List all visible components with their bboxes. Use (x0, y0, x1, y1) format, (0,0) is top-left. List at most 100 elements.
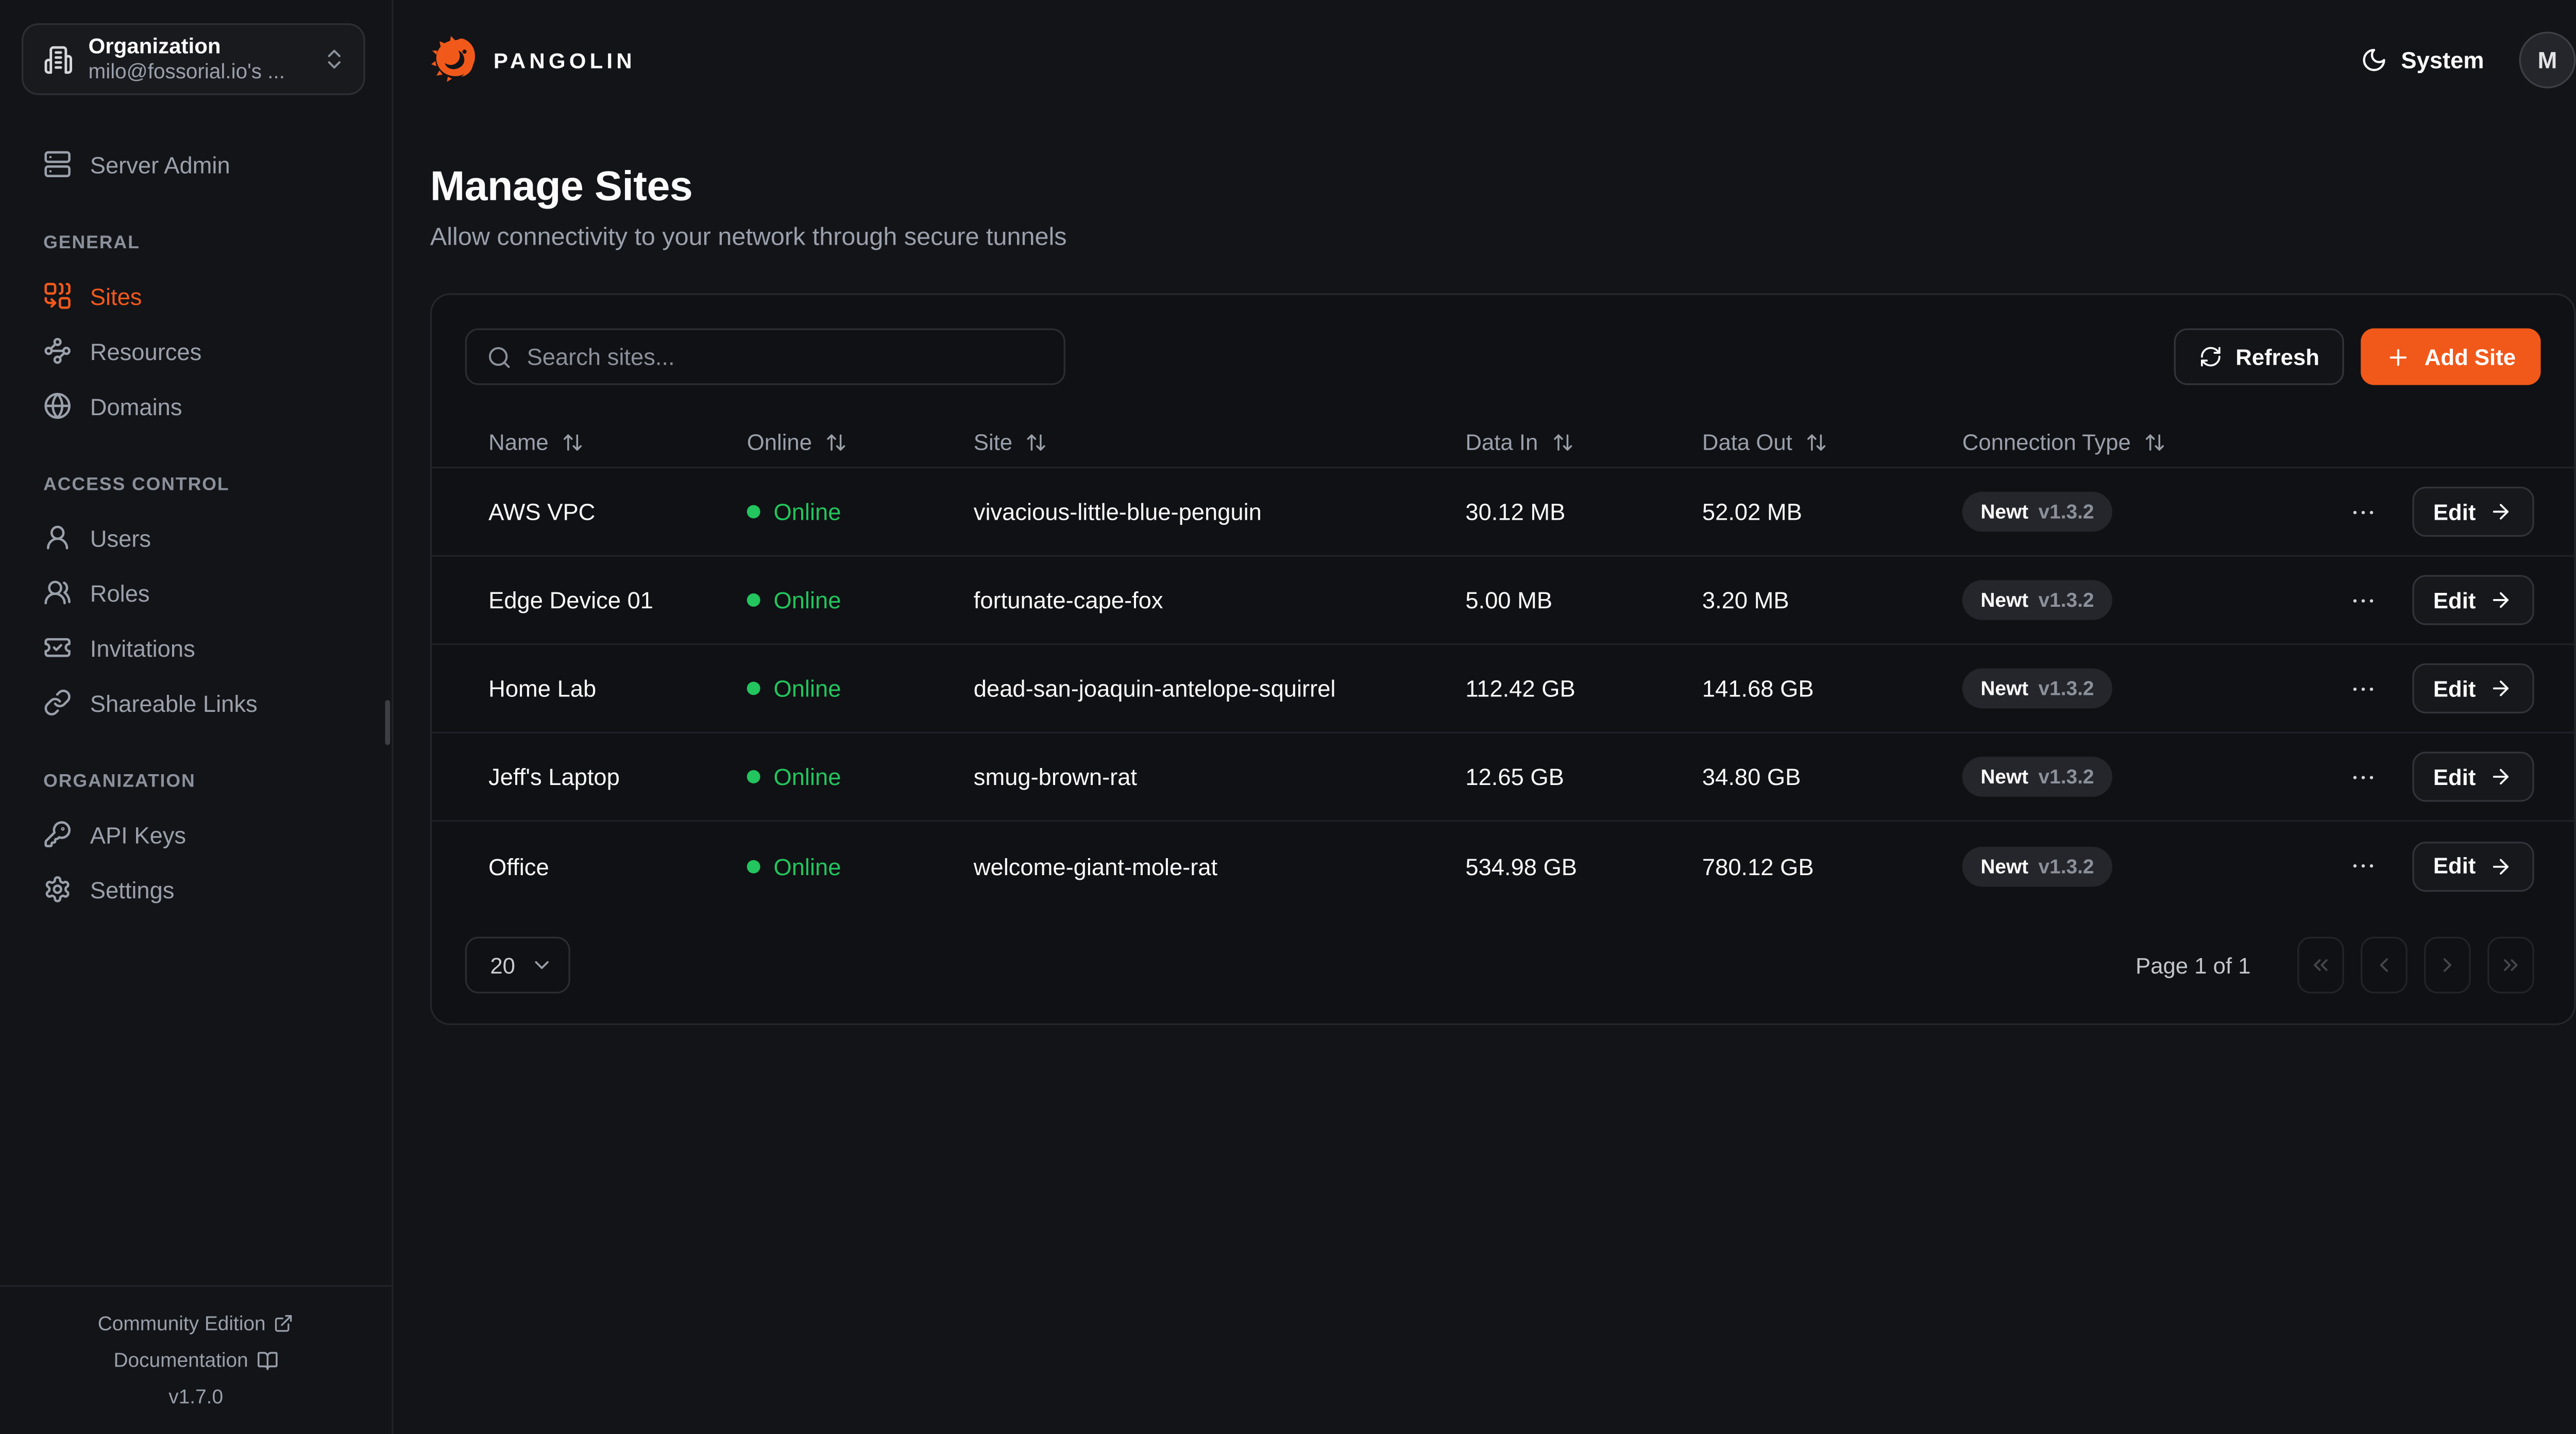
connection-type-badge: Newt v1.3.2 (1962, 580, 2113, 620)
data-out-value: 141.68 GB (1702, 675, 1814, 702)
sidebar-item-label: Users (90, 524, 151, 551)
topbar-right: System M (2361, 31, 2576, 89)
sidebar-item-label: API Keys (90, 821, 187, 848)
online-status: Online (747, 587, 974, 613)
data-in-value: 12.65 GB (1465, 763, 1564, 790)
plus-icon (2386, 344, 2411, 369)
community-edition-link[interactable]: Community Edition (0, 1305, 392, 1342)
edit-button[interactable]: Edit (2411, 575, 2534, 625)
org-switcher[interactable]: Organization milo@fossorial.io's ... (22, 23, 365, 95)
row-menu-button[interactable] (2348, 586, 2377, 614)
sidebar-item-users[interactable]: Users (0, 510, 392, 565)
row-menu-button[interactable] (2348, 852, 2377, 880)
previous-page-button[interactable] (2361, 936, 2408, 994)
avatar-initial: M (2537, 46, 2557, 74)
book-open-icon (257, 1350, 278, 1371)
first-page-button[interactable] (2297, 936, 2344, 994)
row-menu-button[interactable] (2348, 762, 2377, 791)
table-row: Home Lab Online dead-san-joaquin-antelop… (432, 645, 2574, 733)
column-header-data-out[interactable]: Data Out (1702, 430, 1962, 455)
sort-icon (1806, 432, 1827, 453)
sort-icon (1551, 432, 1573, 453)
site-slug: smug-brown-rat (973, 763, 1138, 790)
add-site-button[interactable]: Add Site (2361, 328, 2541, 385)
sites-table: Name Online Site Data In (432, 418, 2574, 910)
data-out-value: 780.12 GB (1702, 852, 1814, 879)
page-status: Page 1 of 1 (2136, 952, 2251, 978)
column-header-site[interactable]: Site (974, 430, 1466, 455)
row-menu-button[interactable] (2348, 498, 2377, 526)
documentation-link[interactable]: Documentation (0, 1342, 392, 1378)
column-header-name[interactable]: Name (488, 430, 747, 455)
sites-card: Refresh Add Site Name Online (430, 293, 2576, 1026)
theme-toggle[interactable]: System (2361, 47, 2484, 73)
sidebar-item-server-admin[interactable]: Server Admin (0, 136, 392, 192)
connection-type-cell: Newt v1.3.2 (1962, 757, 2348, 797)
arrow-right-icon (2489, 500, 2512, 523)
next-page-button[interactable] (2424, 936, 2471, 994)
edit-button[interactable]: Edit (2411, 486, 2534, 537)
site-slug: dead-san-joaquin-antelope-squirrel (973, 675, 1336, 702)
sidebar-item-domains[interactable]: Domains (0, 379, 392, 434)
chevrons-right-icon (2499, 953, 2522, 977)
sidebar-item-sites[interactable]: Sites (0, 268, 392, 323)
sidebar-scrollbar[interactable] (385, 700, 391, 745)
sidebar-item-resources[interactable]: Resources (0, 323, 392, 379)
chevrons-up-down-icon (322, 47, 347, 72)
search-box (465, 328, 1065, 385)
connection-type-badge: Newt v1.3.2 (1962, 846, 2113, 886)
ticket-check-icon (43, 634, 72, 662)
edit-button[interactable]: Edit (2411, 752, 2534, 802)
topbar: PANGOLIN System M (394, 0, 2576, 120)
edit-button[interactable]: Edit (2411, 841, 2534, 891)
page-size-value: 20 (490, 952, 516, 978)
sidebar-item-shareable-links[interactable]: Shareable Links (0, 675, 392, 730)
waypoints-icon (43, 337, 72, 365)
online-status: Online (747, 852, 974, 879)
last-page-button[interactable] (2487, 936, 2534, 994)
row-menu-button[interactable] (2348, 674, 2377, 703)
sidebar-item-label: Shareable Links (90, 689, 258, 716)
column-header-online[interactable]: Online (747, 430, 974, 455)
sidebar-item-label: Sites (90, 282, 142, 310)
data-out-value: 3.20 MB (1702, 587, 1789, 613)
toolbar-actions: Refresh Add Site (2174, 328, 2541, 385)
server-icon (43, 150, 72, 178)
site-slug: vivacious-little-blue-penguin (973, 498, 1262, 525)
add-site-label: Add Site (2424, 344, 2516, 369)
site-name: AWS VPC (488, 498, 596, 525)
online-status: Online (747, 675, 974, 702)
user-avatar[interactable]: M (2519, 31, 2576, 89)
version-label: v1.7.0 (168, 1385, 224, 1409)
data-in-value: 30.12 MB (1465, 498, 1566, 525)
connection-type-cell: Newt v1.3.2 (1962, 846, 2348, 886)
chevron-right-icon (2436, 953, 2459, 977)
sidebar-item-invitations[interactable]: Invitations (0, 620, 392, 675)
connection-type-cell: Newt v1.3.2 (1962, 580, 2348, 620)
section-label-access-control: ACCESS CONTROL (43, 475, 230, 496)
search-input[interactable] (527, 343, 1044, 370)
page-size-select[interactable]: 20 (465, 936, 570, 994)
sidebar: Organization milo@fossorial.io's ... Ser… (0, 0, 394, 1434)
refresh-button[interactable]: Refresh (2174, 328, 2345, 385)
section-label-general: GENERAL (43, 233, 140, 253)
column-header-connection-type[interactable]: Connection Type (1962, 430, 2534, 455)
site-name: Home Lab (488, 675, 597, 702)
sidebar-item-api-keys[interactable]: API Keys (0, 807, 392, 862)
connection-type-badge: Newt v1.3.2 (1962, 757, 2113, 797)
sidebar-item-label: Invitations (90, 634, 195, 661)
data-out-value: 34.80 GB (1702, 763, 1801, 790)
sidebar-item-roles[interactable]: Roles (0, 565, 392, 620)
column-header-data-in[interactable]: Data In (1465, 430, 1702, 455)
ellipsis-icon (2348, 762, 2377, 791)
table-row: Edge Device 01 Online fortunate-cape-fox… (432, 557, 2574, 645)
sidebar-item-settings[interactable]: Settings (0, 862, 392, 917)
online-dot-icon (747, 770, 760, 783)
data-in-value: 534.98 GB (1465, 852, 1578, 879)
data-in-value: 5.00 MB (1465, 587, 1553, 613)
arrow-right-icon (2489, 677, 2512, 700)
edit-button[interactable]: Edit (2411, 663, 2534, 713)
refresh-label: Refresh (2235, 344, 2319, 369)
site-name: Office (488, 852, 549, 879)
